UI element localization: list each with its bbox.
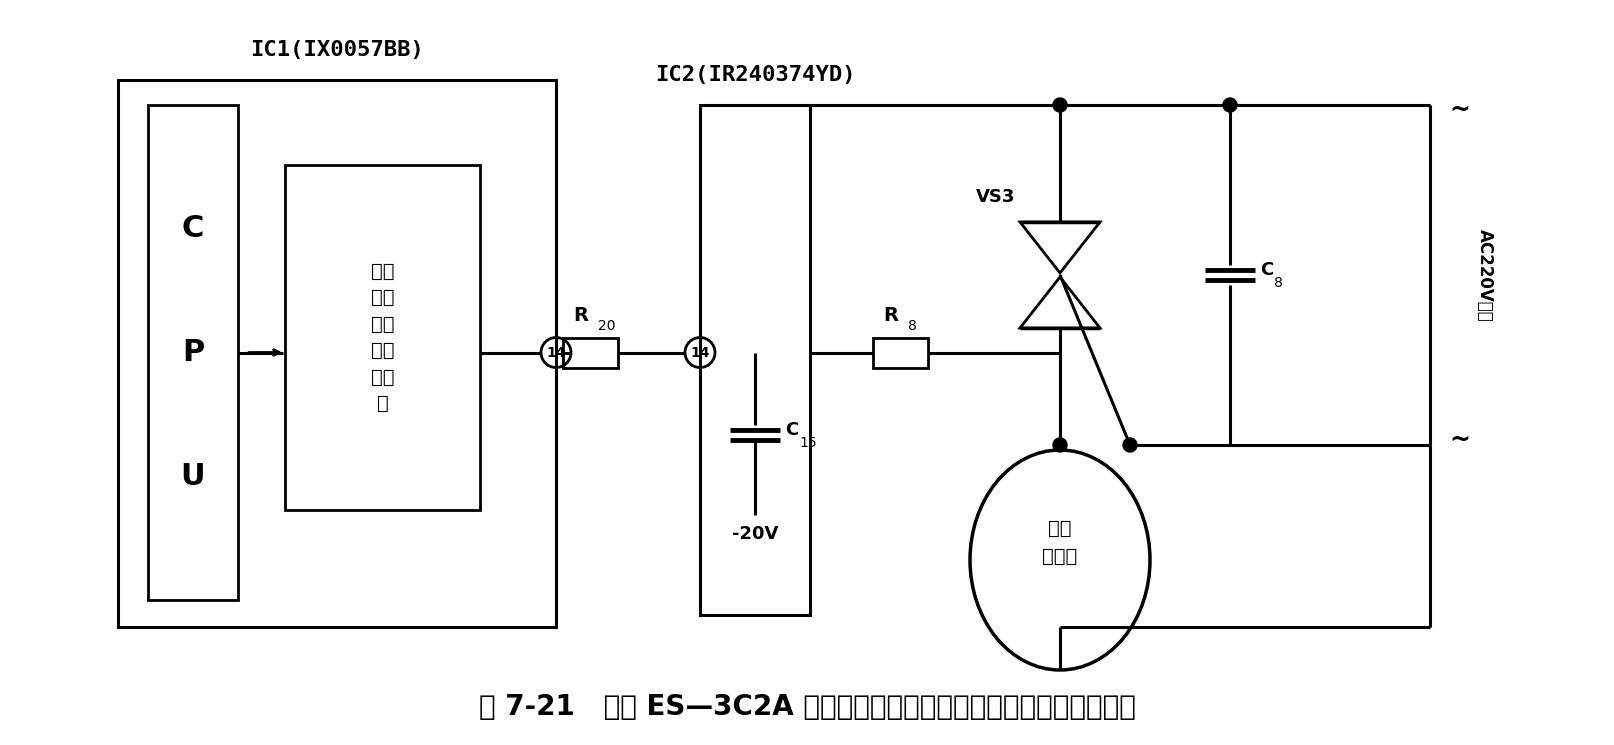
Circle shape: [1123, 438, 1136, 452]
Text: 14: 14: [546, 346, 567, 360]
Text: 14: 14: [691, 346, 710, 360]
Text: U: U: [181, 462, 205, 491]
Text: C: C: [784, 421, 799, 439]
Text: C: C: [182, 215, 205, 244]
Text: VS3: VS3: [975, 188, 1015, 206]
Text: 8: 8: [909, 319, 917, 332]
Bar: [286, 165, 479, 510]
Text: -20V: -20V: [731, 525, 778, 543]
Text: P: P: [182, 338, 203, 367]
Circle shape: [1052, 438, 1067, 452]
Text: R: R: [883, 306, 897, 325]
Bar: [700, 105, 810, 615]
Bar: [118, 80, 555, 627]
Text: C: C: [1261, 261, 1273, 279]
Text: IC2(IR240374YD): IC2(IR240374YD): [655, 65, 855, 85]
Bar: [563, 337, 618, 367]
Text: AC220V输入: AC220V输入: [1475, 229, 1495, 321]
Circle shape: [1223, 98, 1236, 112]
Text: 排水
牵引
器驱
动控
制电
路: 排水 牵引 器驱 动控 制电 路: [371, 261, 394, 413]
Text: 图 7-21   水仙 ES—3C2A 型微电脑控制式全自动洗衣机排水阀控制电路: 图 7-21 水仙 ES—3C2A 型微电脑控制式全自动洗衣机排水阀控制电路: [479, 693, 1135, 721]
Text: R: R: [573, 306, 587, 325]
Text: 8: 8: [1273, 276, 1283, 290]
Circle shape: [1052, 98, 1067, 112]
Text: ~: ~: [1449, 428, 1470, 452]
Bar: [873, 337, 928, 367]
Text: 排水
电磁阀: 排水 电磁阀: [1043, 519, 1078, 565]
Text: 15: 15: [799, 436, 817, 450]
Bar: [148, 105, 237, 600]
Text: IC1(IX0057BB): IC1(IX0057BB): [250, 40, 424, 60]
Text: ~: ~: [1449, 98, 1470, 122]
Text: 20: 20: [599, 319, 615, 332]
